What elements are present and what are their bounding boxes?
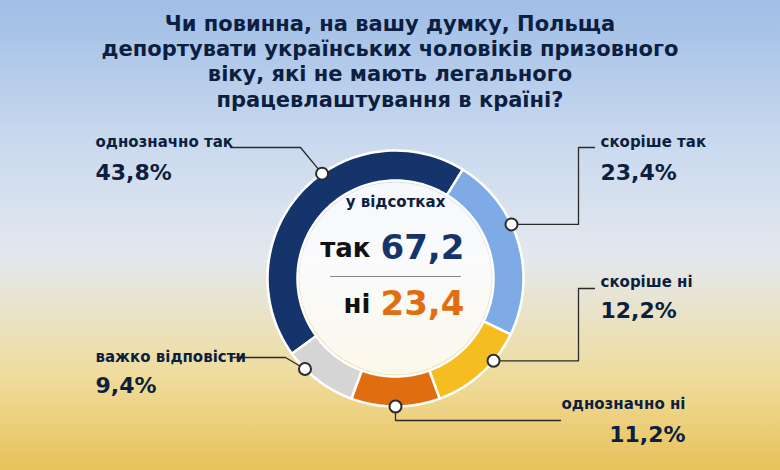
svg-text:так: так	[320, 233, 371, 263]
svg-text:однозначно так: однозначно так	[96, 133, 233, 151]
svg-text:скоріше так: скоріше так	[601, 133, 707, 151]
svg-text:у відсотках: у відсотках	[346, 193, 446, 211]
svg-text:43,8%: 43,8%	[96, 160, 172, 185]
html-text:Чи повинна, на вашу думку, Пол: Чи повинна, на вашу думку, Польща депорт…	[101, 12, 679, 112]
svg-text:ні: ні	[344, 289, 371, 319]
svg-text:23,4: 23,4	[381, 283, 465, 323]
svg-text:скоріше ні: скоріше ні	[601, 273, 693, 291]
svg-text:23,4%: 23,4%	[601, 160, 677, 185]
svg-text:67,2: 67,2	[381, 227, 465, 267]
svg-text:11,2%: 11,2%	[609, 422, 685, 447]
svg-text:важко відповісти: важко відповісти	[96, 348, 246, 366]
svg-text:9,4%: 9,4%	[96, 373, 157, 398]
svg-text:12,2%: 12,2%	[601, 298, 677, 323]
svg-text:однозначно ні: однозначно ні	[562, 395, 686, 413]
